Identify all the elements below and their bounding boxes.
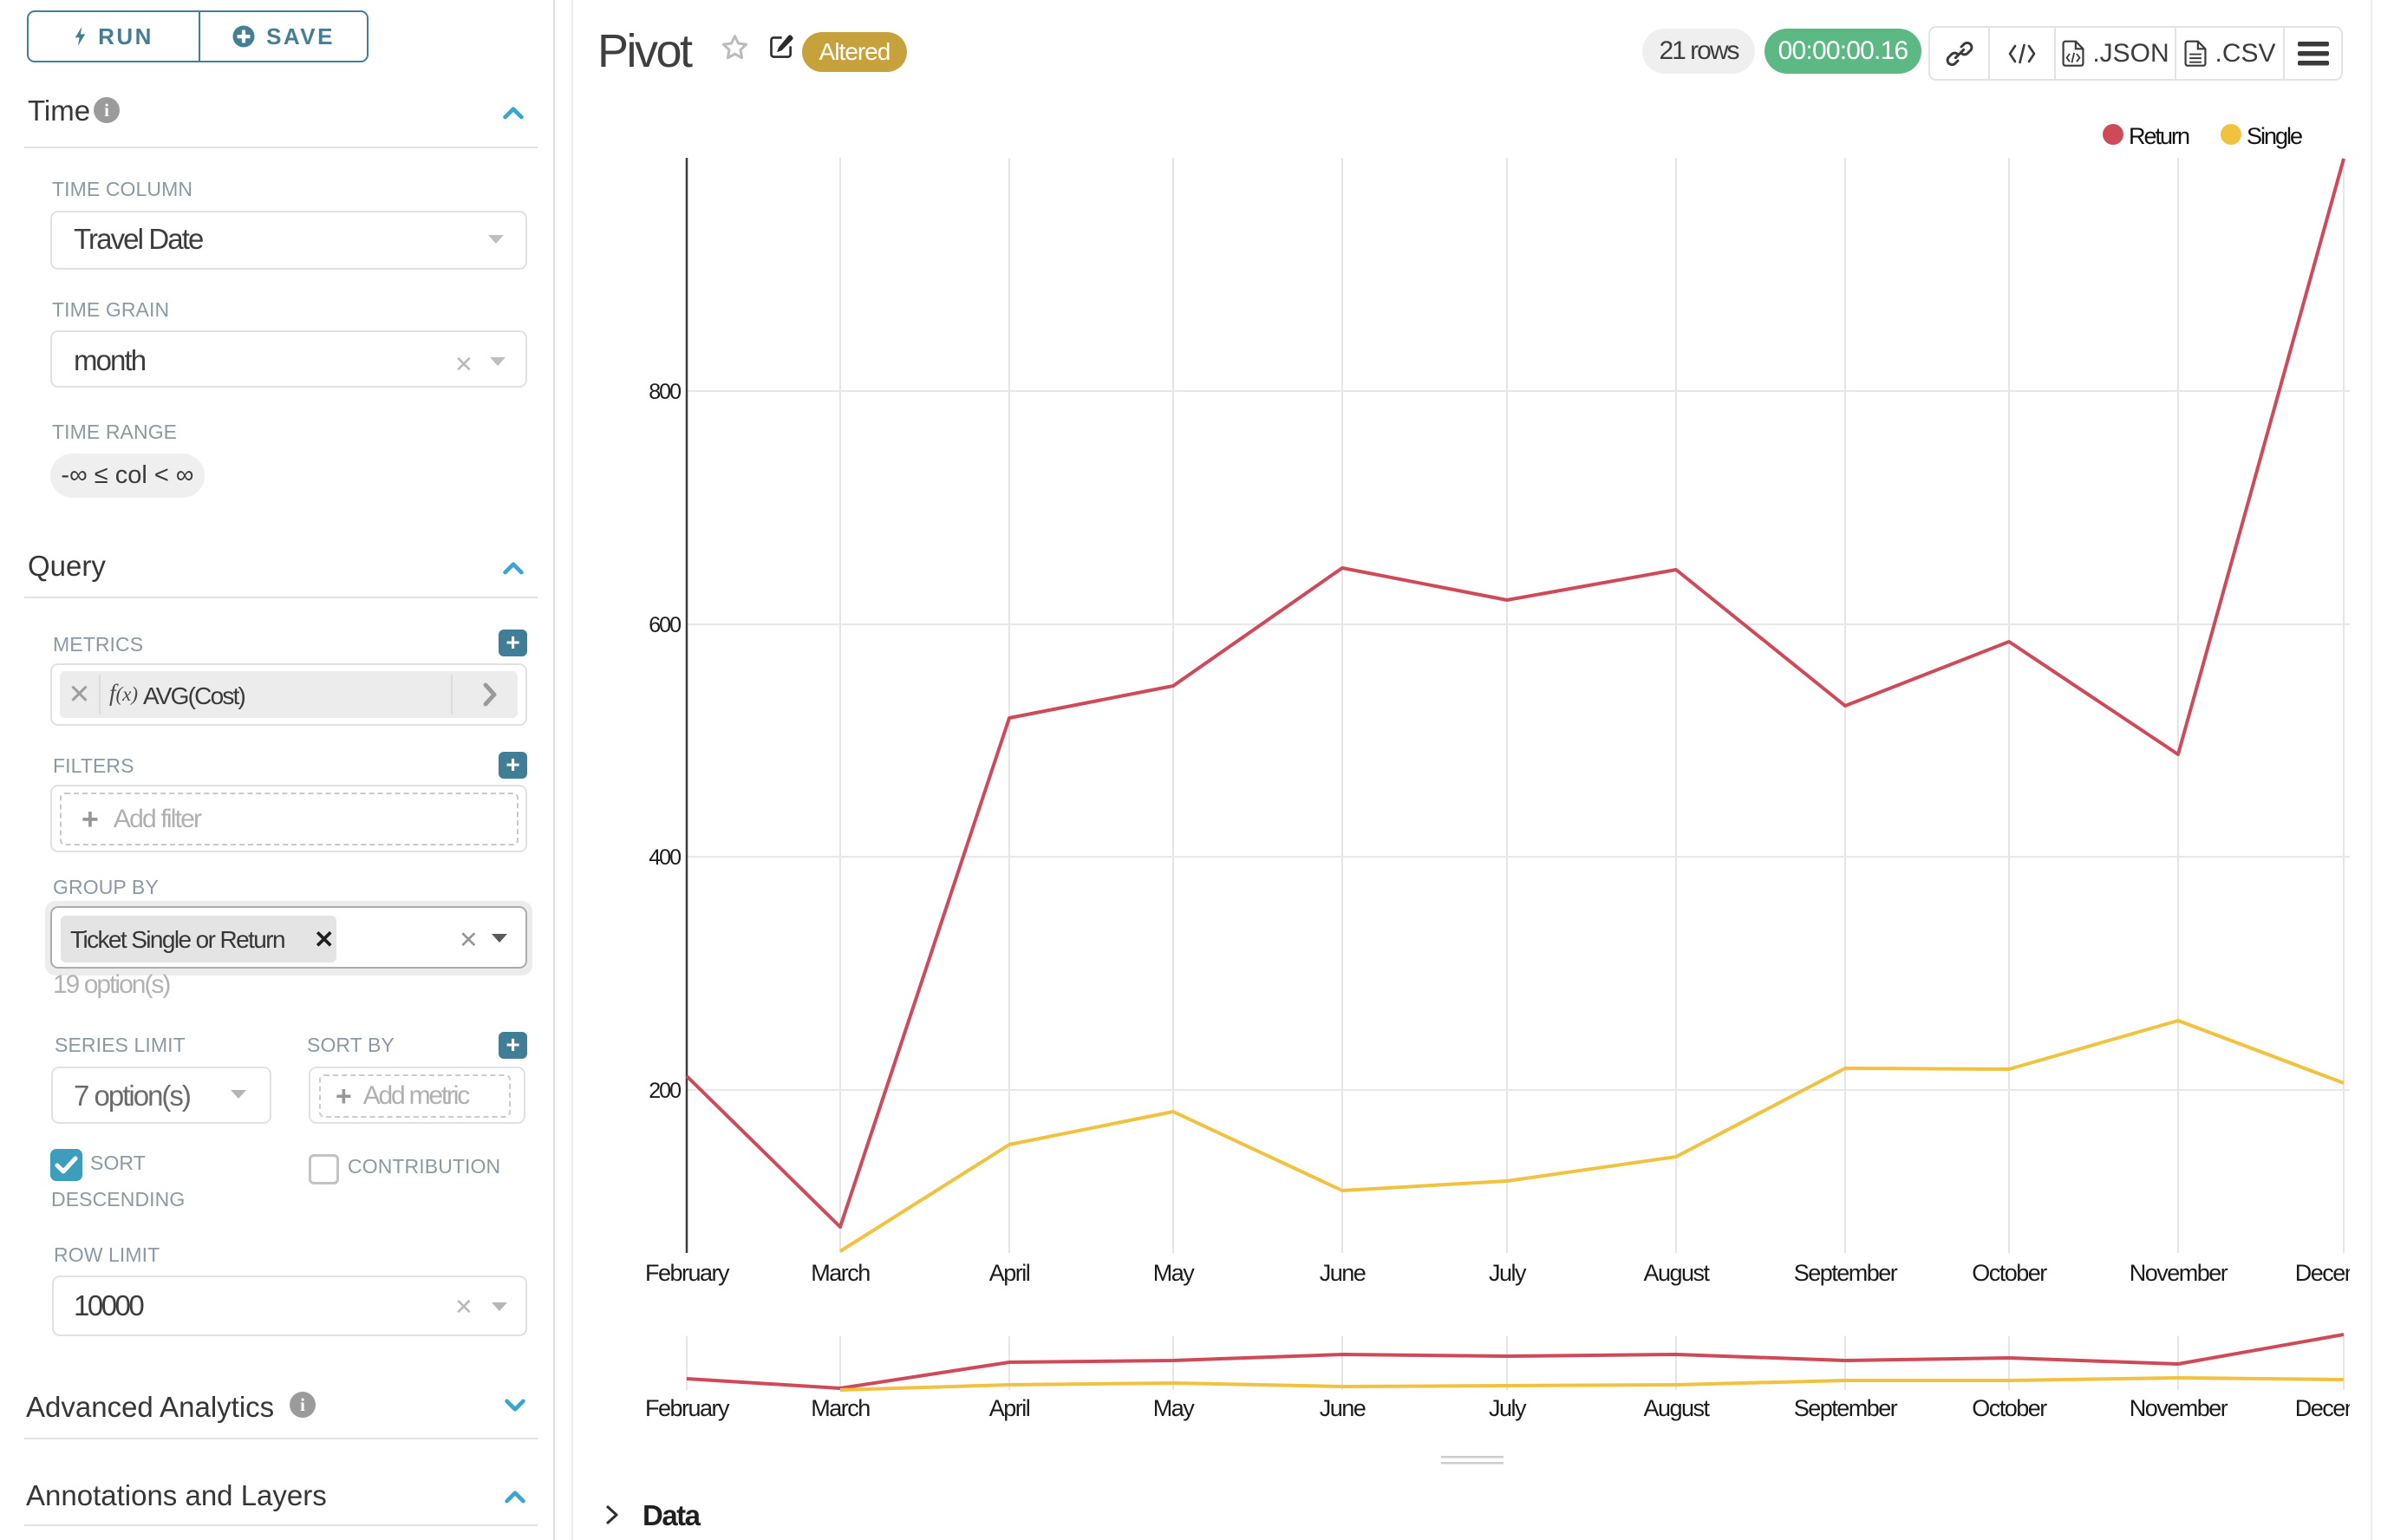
svg-text:November: November	[2130, 1260, 2228, 1286]
svg-text:July: July	[1489, 1395, 1527, 1421]
svg-text:800: 800	[649, 380, 681, 404]
svg-text:February: February	[645, 1395, 730, 1421]
svg-text:July: July	[1489, 1260, 1527, 1286]
svg-text:December: December	[2295, 1260, 2350, 1286]
svg-text:June: June	[1320, 1260, 1366, 1286]
svg-text:April: April	[989, 1395, 1030, 1421]
svg-text:September: September	[1794, 1395, 1898, 1421]
svg-text:June: June	[1320, 1395, 1366, 1421]
svg-text:March: March	[811, 1395, 870, 1421]
svg-text:October: October	[1972, 1395, 2047, 1421]
svg-text:August: August	[1643, 1395, 1710, 1421]
svg-text:September: September	[1794, 1260, 1898, 1286]
svg-text:August: August	[1643, 1260, 1710, 1286]
svg-text:May: May	[1153, 1260, 1196, 1286]
svg-text:April: April	[989, 1260, 1030, 1286]
svg-text:October: October	[1972, 1260, 2047, 1286]
svg-text:May: May	[1153, 1395, 1196, 1421]
svg-text:December: December	[2295, 1395, 2350, 1421]
svg-text:November: November	[2130, 1395, 2228, 1421]
svg-text:February: February	[645, 1260, 730, 1286]
svg-text:200: 200	[649, 1079, 681, 1103]
svg-text:400: 400	[649, 845, 681, 870]
svg-text:March: March	[811, 1260, 870, 1286]
svg-text:600: 600	[649, 613, 681, 637]
